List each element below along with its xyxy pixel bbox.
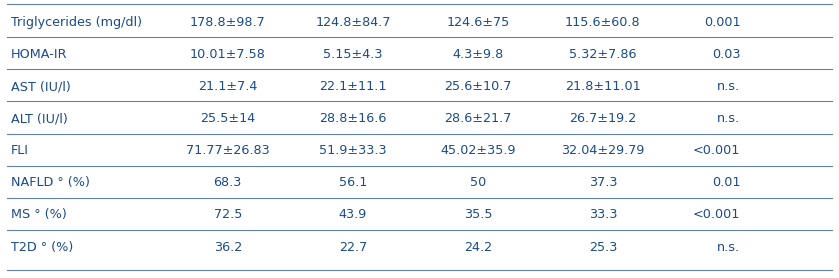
Text: 4.3±9.8: 4.3±9.8 [452,48,503,61]
Text: Triglycerides (mg/dl): Triglycerides (mg/dl) [11,16,142,29]
Text: NAFLD ° (%): NAFLD ° (%) [11,177,90,189]
Text: 71.77±26.83: 71.77±26.83 [186,144,269,157]
Text: 0.01: 0.01 [711,177,740,189]
Text: 115.6±60.8: 115.6±60.8 [565,16,641,29]
Text: 24.2: 24.2 [464,240,492,254]
Text: 21.8±11.01: 21.8±11.01 [565,80,641,93]
Text: n.s.: n.s. [717,112,740,125]
Text: 28.6±21.7: 28.6±21.7 [444,112,512,125]
Text: 68.3: 68.3 [214,177,242,189]
Text: 72.5: 72.5 [214,208,242,222]
Text: n.s.: n.s. [717,240,740,254]
Text: <0.001: <0.001 [693,208,740,222]
Text: 33.3: 33.3 [589,208,618,222]
Text: 56.1: 56.1 [339,177,367,189]
Text: n.s.: n.s. [717,80,740,93]
Text: 50: 50 [470,177,486,189]
Text: 0.03: 0.03 [711,48,740,61]
Text: 22.7: 22.7 [339,240,367,254]
Text: 10.01±7.58: 10.01±7.58 [190,48,266,61]
Text: 45.02±35.9: 45.02±35.9 [440,144,516,157]
Text: 26.7±19.2: 26.7±19.2 [569,112,637,125]
Text: 25.3: 25.3 [589,240,617,254]
Text: 25.6±10.7: 25.6±10.7 [444,80,512,93]
Text: 5.32±7.86: 5.32±7.86 [569,48,637,61]
Text: 36.2: 36.2 [214,240,242,254]
Text: 124.8±84.7: 124.8±84.7 [315,16,391,29]
Text: 22.1±11.1: 22.1±11.1 [319,80,387,93]
Text: 5.15±4.3: 5.15±4.3 [323,48,383,61]
Text: FLI: FLI [11,144,29,157]
Text: 35.5: 35.5 [464,208,492,222]
Text: 25.5±14: 25.5±14 [201,112,255,125]
Text: HOMA-IR: HOMA-IR [11,48,68,61]
Text: 21.1±7.4: 21.1±7.4 [198,80,258,93]
Text: <0.001: <0.001 [693,144,740,157]
Text: 178.8±98.7: 178.8±98.7 [190,16,266,29]
Text: 51.9±33.3: 51.9±33.3 [319,144,387,157]
Text: ALT (IU/l): ALT (IU/l) [11,112,68,125]
Text: 0.001: 0.001 [704,16,740,29]
Text: 32.04±29.79: 32.04±29.79 [561,144,644,157]
Text: 28.8±16.6: 28.8±16.6 [319,112,387,125]
Text: 124.6±75: 124.6±75 [446,16,509,29]
Text: 43.9: 43.9 [339,208,367,222]
Text: AST (IU/l): AST (IU/l) [11,80,70,93]
Text: 37.3: 37.3 [589,177,618,189]
Text: MS ° (%): MS ° (%) [11,208,67,222]
Text: T2D ° (%): T2D ° (%) [11,240,73,254]
